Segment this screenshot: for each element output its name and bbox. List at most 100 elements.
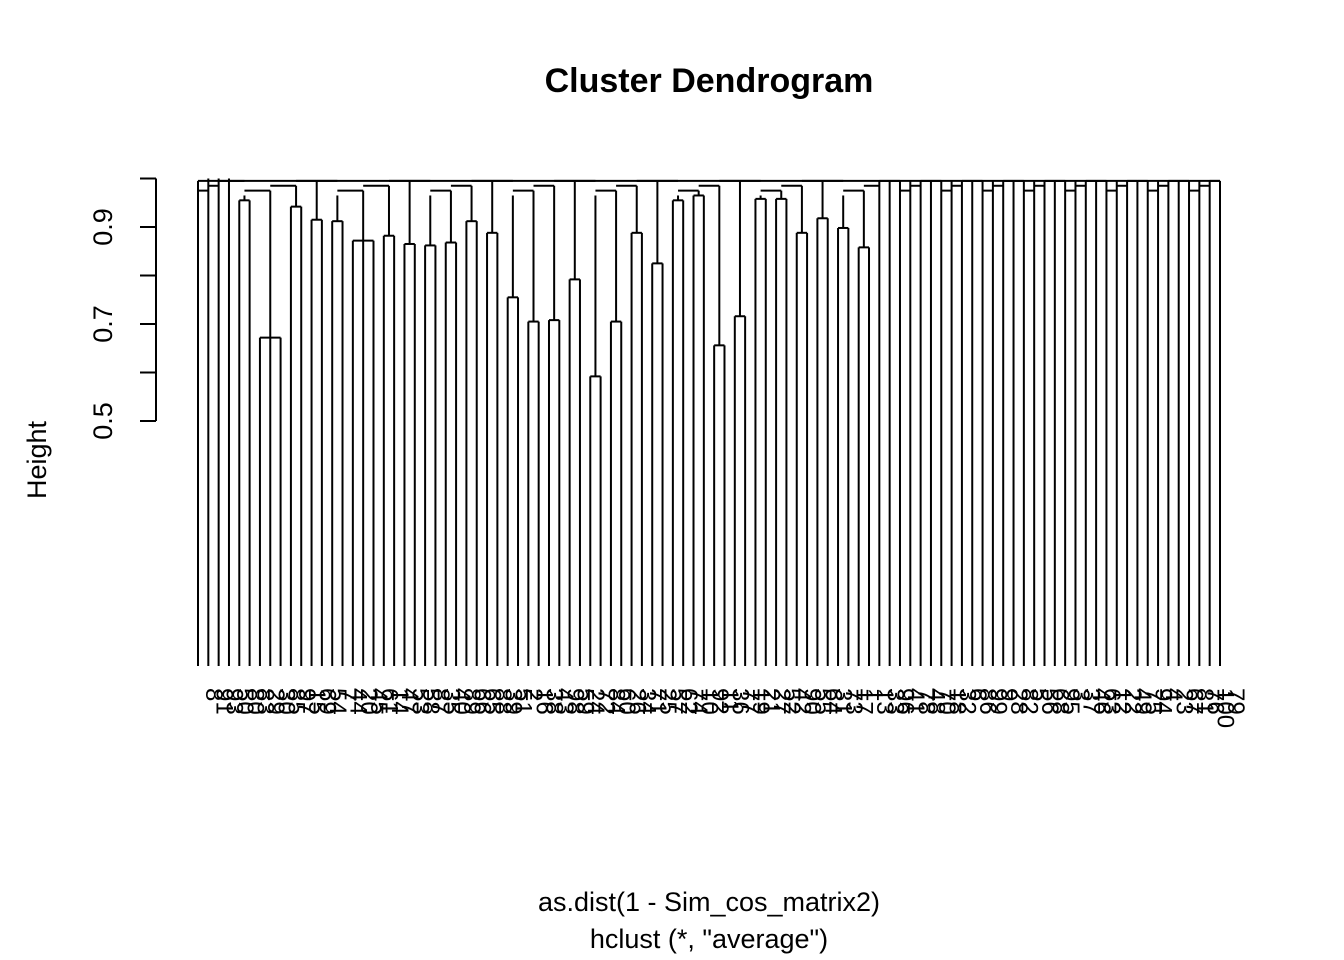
leaf-label: 47 <box>396 688 423 715</box>
leaf-label: 69 <box>314 688 341 715</box>
leaf-label: 65 <box>479 688 506 715</box>
leaf-label: 62 <box>675 688 702 715</box>
leaf-label: 8 <box>200 688 227 701</box>
leaf-label: 12 <box>1108 688 1135 715</box>
leaf-label: 73 <box>840 688 867 715</box>
leaf-label: 77 <box>737 688 764 715</box>
leaf-label: 17 <box>850 688 877 715</box>
x-axis-label: as.dist(1 - Sim_cos_matrix2) <box>538 887 880 917</box>
leaf-label: 1 <box>861 688 888 701</box>
leaf-label: 64 <box>819 688 846 715</box>
leaf-label: 66 <box>468 688 495 715</box>
leaf-label: 75 <box>1139 688 1166 715</box>
y-tick-label: 0.7 <box>88 305 118 343</box>
leaf-label: 20 <box>355 688 382 715</box>
leaf-label: 2 <box>520 688 547 701</box>
leaf-label: 92 <box>706 688 733 715</box>
leaf-label: 72 <box>592 688 619 715</box>
leaf-label: 10 <box>696 688 723 715</box>
leaf-label: 81 <box>1191 688 1218 715</box>
leaf-label: 44 <box>345 688 372 715</box>
leaf-label: 34 <box>634 688 661 715</box>
leaf-label: 63 <box>1098 688 1125 715</box>
leaf-label: 9 <box>995 688 1022 701</box>
leaf-label: 13 <box>871 688 898 715</box>
leaf-label: 86 <box>974 688 1001 715</box>
leaf-label: 84 <box>603 688 630 715</box>
leaf-label: 49 <box>1129 688 1156 715</box>
leaf-label: 7 <box>334 688 361 701</box>
leaf-label: 25 <box>654 688 681 715</box>
leaf-label: 18 <box>943 688 970 715</box>
leaf-label: 90 <box>799 688 826 715</box>
leaf-label: 52 <box>778 688 805 715</box>
leaf-label: 14 <box>386 688 413 715</box>
chart-title: Cluster Dendrogram <box>545 62 874 100</box>
leaf-label: 54 <box>324 688 351 715</box>
leaf-label: 43 <box>551 688 578 715</box>
leaf-label: 94 <box>1150 688 1177 715</box>
leaf-label: 88 <box>489 688 516 715</box>
leaf-label: 32 <box>954 688 981 715</box>
leaf-label: 5 <box>1026 688 1053 701</box>
leaf-label: 39 <box>499 688 526 715</box>
x-axis-subtitle: hclust (*, "average") <box>590 924 828 954</box>
leaf-label: 41 <box>902 688 929 715</box>
leaf-label: 100 <box>1212 688 1239 728</box>
leaf-label: 28 <box>1005 688 1032 715</box>
leaf-label: 19 <box>747 688 774 715</box>
leaf-label: 91 <box>210 688 237 715</box>
leaf-label: 24 <box>582 688 609 715</box>
leaf-label: 16 <box>530 688 557 715</box>
leaf-label: 37 <box>1077 688 1104 715</box>
leaf-label: 33 <box>881 688 908 715</box>
leaf-label: 98 <box>561 688 588 715</box>
leaf-label: 4 <box>1160 688 1187 701</box>
leaf-label: 11 <box>716 688 743 713</box>
leaf-label: 68 <box>1047 688 1074 715</box>
leaf-label: 30 <box>272 688 299 715</box>
leaf-label: 42 <box>788 688 815 715</box>
leaf-label: 31 <box>830 688 857 715</box>
leaf-label: 26 <box>623 688 650 715</box>
leaf-label: 71 <box>644 688 671 715</box>
leaf-label: 76 <box>1201 688 1228 715</box>
leaf-label: 74 <box>685 688 712 715</box>
leaf-label: 82 <box>1016 688 1043 715</box>
leaf-label: 15 <box>303 688 330 715</box>
leaf-label: 56 <box>1036 688 1063 715</box>
leaf-label: 45 <box>365 688 392 715</box>
leaf-label: 3 <box>1067 688 1094 701</box>
leaf-labels: 8919350808329308597156954744204561144753… <box>200 688 1249 728</box>
leaf-label: 27 <box>768 688 795 715</box>
leaf-label: 89 <box>458 688 485 715</box>
leaf-label: 59 <box>572 688 599 715</box>
leaf-label: 67 <box>1181 688 1208 715</box>
leaf-label: 85 <box>283 688 310 715</box>
dendrogram-tree <box>197 178 1221 666</box>
leaf-label: 22 <box>1119 688 1146 715</box>
leaf-label: 96 <box>892 688 919 715</box>
y-axis-label: Height <box>22 420 52 499</box>
leaf-label: 29 <box>262 688 289 715</box>
leaf-label: 53 <box>406 688 433 715</box>
leaf-label: 99 <box>985 688 1012 715</box>
y-tick-label: 0.5 <box>88 402 118 440</box>
leaf-label: 55 <box>809 688 836 715</box>
leaf-label: 23 <box>1170 688 1197 715</box>
leaf-label: 97 <box>293 688 320 715</box>
leaf-label: 95 <box>1057 688 1084 715</box>
leaf-label: 46 <box>1088 688 1115 715</box>
leaf-label: 79 <box>1222 688 1249 715</box>
leaf-label: 40 <box>448 688 475 715</box>
leaf-label: 6 <box>964 688 991 701</box>
leaf-label: 61 <box>375 688 402 715</box>
leaf-label: 87 <box>427 688 454 715</box>
leaf-label: 48 <box>923 688 950 715</box>
leaf-label: 80 <box>241 688 268 715</box>
leaf-label: 35 <box>437 688 464 715</box>
leaf-label: 51 <box>510 688 537 715</box>
leaf-label: 21 <box>757 688 784 715</box>
leaf-label: 58 <box>417 688 444 715</box>
